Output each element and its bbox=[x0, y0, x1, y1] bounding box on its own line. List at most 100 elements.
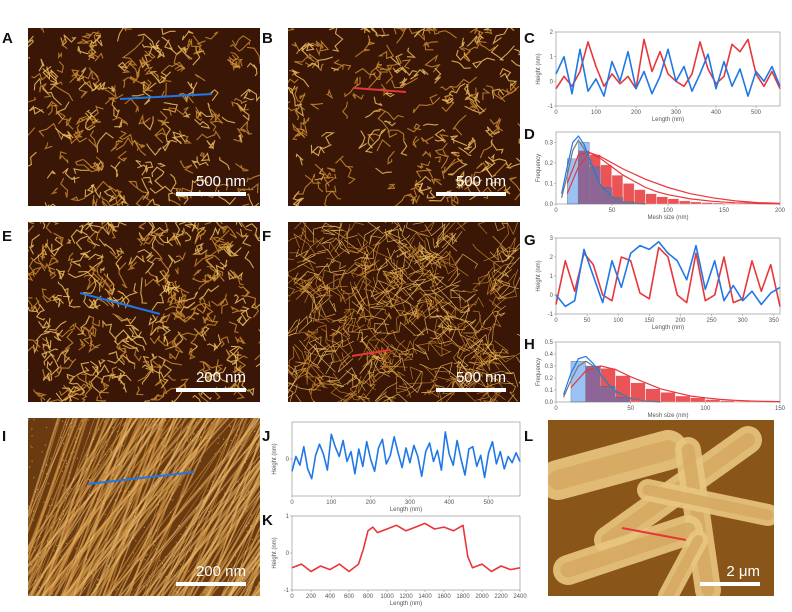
panel-label-h: H bbox=[524, 336, 535, 353]
xtick-label: 400 bbox=[711, 110, 722, 116]
fit-curve-0 bbox=[570, 365, 781, 403]
scalebar-i-label: 200 nm bbox=[195, 563, 246, 580]
scalebar-a: 500 nm bbox=[176, 173, 246, 196]
plot-frame-j bbox=[291, 421, 521, 497]
fit-curve-2 bbox=[562, 360, 661, 403]
afm-image-f: 500 nm bbox=[288, 222, 520, 402]
yaxis-label: Height (nm) bbox=[272, 537, 278, 568]
xtick-label: 250 bbox=[707, 318, 718, 324]
chart-h: 0 50 100 150 0.0 0.1 0.2 0.3 0.4 0.5 Mesh size (nm… bbox=[534, 338, 786, 419]
xtick-label: 1800 bbox=[456, 594, 470, 600]
afm-image-a: 500 nm bbox=[28, 28, 260, 206]
xtick-label: 200 bbox=[366, 500, 377, 506]
bar-0-5 bbox=[634, 189, 646, 205]
plot-frame-c bbox=[555, 31, 781, 107]
bar-0-8 bbox=[705, 399, 721, 403]
panel-label-e: E bbox=[2, 228, 13, 245]
xtick-label: 100 bbox=[326, 500, 337, 506]
bar-0-4 bbox=[645, 388, 661, 403]
afm-image-i: 200 nm bbox=[28, 418, 260, 596]
ytick-label: -1 bbox=[548, 104, 554, 110]
xtick-label: 300 bbox=[405, 500, 416, 506]
xtick-label: 200 bbox=[306, 594, 317, 600]
scalebar-f: 500 nm bbox=[436, 369, 506, 392]
ytick-label: 0 bbox=[286, 551, 290, 557]
xtick-label: 50 bbox=[609, 208, 616, 214]
xtick-label: 150 bbox=[775, 406, 786, 412]
xtick-label: 100 bbox=[591, 110, 602, 116]
xtick-label: 500 bbox=[484, 500, 495, 506]
panel-label-j: J bbox=[262, 428, 271, 445]
xtick-label: 0 bbox=[290, 500, 294, 506]
xtick-label: 0 bbox=[554, 110, 558, 116]
series-line-0 bbox=[291, 431, 521, 480]
ytick-label: -1 bbox=[548, 312, 554, 318]
panel-label-f: F bbox=[262, 228, 272, 245]
xtick-label: 200 bbox=[631, 110, 642, 116]
ytick-label: 0.3 bbox=[545, 364, 554, 370]
xtick-label: 2200 bbox=[494, 594, 508, 600]
panel-label-l: L bbox=[524, 428, 534, 445]
chart-k: 0 200 400 600 800 1000 1200 1400 1600 1800 2000 220… bbox=[270, 512, 527, 607]
panel-label-g: G bbox=[524, 232, 536, 249]
scalebar-i: 200 nm bbox=[176, 563, 246, 586]
xtick-label: 0 bbox=[554, 406, 558, 412]
yaxis-label: Frequency bbox=[536, 358, 542, 386]
scalebar-l: 2 μm bbox=[700, 563, 760, 586]
ytick-label: 0 bbox=[550, 79, 554, 85]
chart-c: 0 100 200 300 400 500 -1 0 1 2 Length (nm) Height (… bbox=[534, 28, 786, 123]
scalebar-l-label: 2 μm bbox=[726, 563, 760, 580]
xtick-label: 400 bbox=[444, 500, 455, 506]
series-line-0 bbox=[555, 38, 781, 90]
series-line-1 bbox=[555, 48, 781, 97]
panel-label-b: B bbox=[262, 30, 273, 47]
yaxis-label: Height (nm) bbox=[272, 443, 278, 474]
yaxis-label: Frequency bbox=[536, 154, 542, 182]
xtick-label: 1600 bbox=[437, 594, 451, 600]
ytick-label: 0.1 bbox=[545, 181, 554, 187]
xtick-label: 50 bbox=[584, 318, 591, 324]
scalebar-e-label: 200 nm bbox=[195, 369, 246, 386]
plot-frame-g bbox=[555, 237, 781, 315]
scalebar-e: 200 nm bbox=[176, 369, 246, 392]
bar-0-7 bbox=[690, 397, 706, 403]
chart-d: 0 50 100 150 200 0.0 0.1 0.2 0.3 Mesh size (nm) Fr… bbox=[534, 128, 786, 221]
xtick-label: 600 bbox=[344, 594, 355, 600]
plot-frame-k bbox=[291, 515, 521, 591]
bar-0-7 bbox=[656, 196, 668, 205]
chart-j: 0 100 200 300 400 500 0 Length (nm) Height (nm) bbox=[270, 418, 526, 513]
ytick-label: 0.2 bbox=[545, 161, 554, 167]
bar-1-4 bbox=[611, 197, 624, 205]
ytick-label: 1 bbox=[550, 274, 554, 280]
bar-0-11 bbox=[701, 202, 713, 205]
bar-1-1 bbox=[578, 142, 590, 205]
xtick-label: 1000 bbox=[380, 594, 394, 600]
ytick-label: 2 bbox=[550, 255, 554, 261]
ytick-label: 0.0 bbox=[545, 400, 554, 406]
ytick-label: -1 bbox=[284, 588, 290, 594]
ytick-label: 0 bbox=[550, 293, 554, 299]
panel-label-k: K bbox=[262, 512, 273, 529]
xtick-label: 400 bbox=[325, 594, 336, 600]
xtick-label: 100 bbox=[663, 208, 674, 214]
xaxis-label: Mesh size (nm) bbox=[647, 413, 688, 419]
panel-label-d: D bbox=[524, 126, 535, 143]
bar-0-8 bbox=[667, 198, 680, 205]
series-line-0 bbox=[555, 246, 781, 307]
xtick-label: 300 bbox=[671, 110, 682, 116]
panel-label-c: C bbox=[524, 30, 535, 47]
ytick-label: 1 bbox=[286, 514, 290, 520]
xtick-label: 500 bbox=[751, 110, 762, 116]
panel-label-a: A bbox=[2, 30, 13, 47]
bar-0-10 bbox=[690, 201, 702, 205]
scalebar-a-label: 500 nm bbox=[195, 173, 246, 190]
bar-1-3 bbox=[615, 397, 631, 403]
bar-0-6 bbox=[645, 193, 657, 205]
xtick-label: 100 bbox=[700, 406, 711, 412]
xtick-label: 2000 bbox=[475, 594, 489, 600]
bar-0-13 bbox=[723, 203, 736, 205]
ytick-label: 0.2 bbox=[545, 376, 554, 382]
bar-0-12 bbox=[712, 202, 724, 205]
ytick-label: 0 bbox=[286, 457, 290, 463]
xtick-label: 300 bbox=[738, 318, 749, 324]
